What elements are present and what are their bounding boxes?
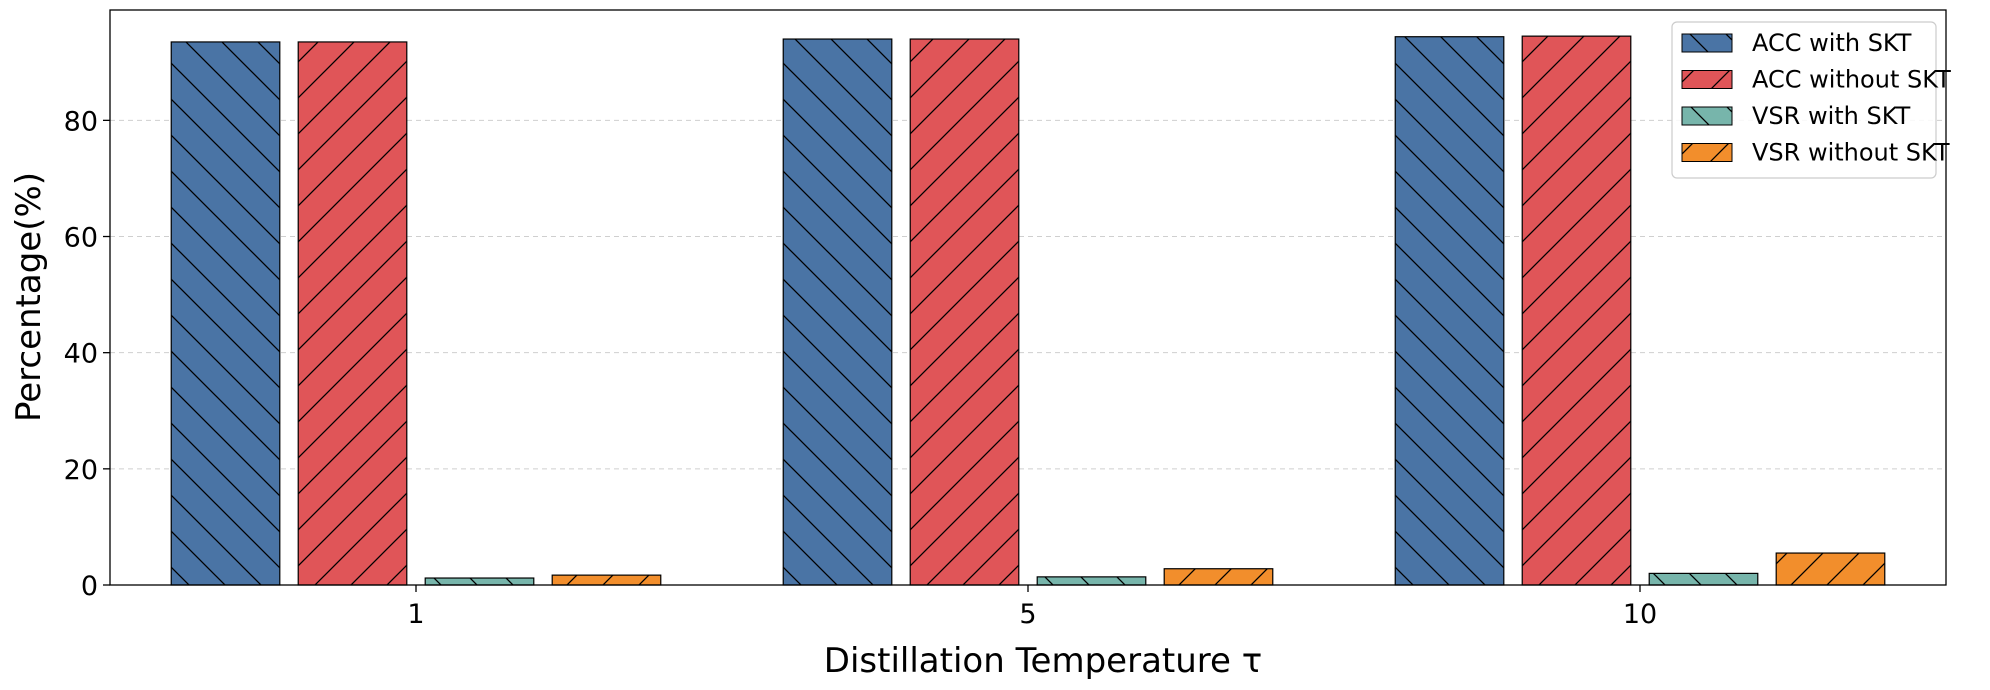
x-tick-label: 10 [1623,599,1657,630]
y-axis: 0 20 40 60 80 [64,106,110,602]
legend-swatch-hatch [1681,106,1733,126]
y-tick-label: 20 [64,455,98,486]
bar-hatch [1163,568,1274,586]
x-tick-label: 5 [1019,599,1036,630]
bar-hatch [1394,36,1505,586]
legend-swatch-hatch [1681,33,1733,53]
y-tick-label: 60 [64,223,98,254]
bar-hatch [782,38,893,586]
bar-hatch [297,41,408,586]
bar-hatch [1648,572,1759,586]
legend-label: VSR without SKT [1752,139,1950,167]
legend-label: VSR with SKT [1752,102,1911,130]
legend-swatch-hatch [1681,143,1733,162]
legend-swatch-hatch [1681,70,1733,89]
bar-hatch [170,41,281,586]
legend-label: ACC without SKT [1752,66,1951,94]
legend-label: ACC with SKT [1752,29,1912,57]
legend-box [1671,21,1937,179]
bar-hatch [1036,576,1147,586]
x-axis: 1 5 10 [407,585,1657,630]
bar-hatch [909,38,1020,586]
x-tick-label: 1 [407,599,424,630]
y-tick-label: 40 [64,339,98,370]
bars [170,35,1886,586]
bar-hatch [424,577,535,586]
y-tick-label: 80 [64,106,98,137]
x-axis-title: Distillation Temperature τ [824,641,1262,681]
bar-hatch [1521,35,1632,586]
bar-hatch [551,574,662,586]
y-tick-label: 0 [81,571,98,602]
legend: ACC with SKT ACC without SKT VSR with SKT V… [1671,21,1951,179]
y-axis-title: Percentage(%) [9,172,49,422]
gridlines [110,119,1946,470]
bar-hatch [1775,552,1886,586]
